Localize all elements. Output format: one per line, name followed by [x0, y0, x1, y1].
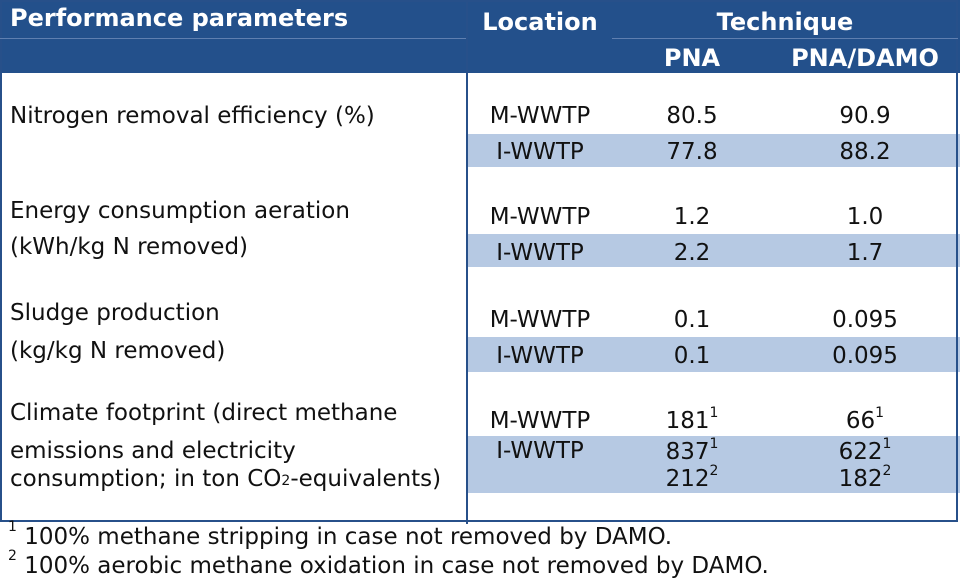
- value-pna: 0.1: [673, 307, 711, 333]
- table-header: [0, 0, 960, 73]
- location-i-wwtp: I-WWTP: [496, 438, 584, 464]
- row-band: [468, 436, 960, 493]
- value-pna-damo: 90.9: [839, 103, 891, 129]
- row-band: [468, 337, 960, 372]
- footnote-mark: 2: [709, 463, 719, 479]
- location-i-wwtp: I-WWTP: [496, 343, 584, 369]
- footnote-mark: 1: [875, 405, 885, 421]
- location-i-wwtp: I-WWTP: [496, 139, 584, 165]
- location-m-wwtp: M-WWTP: [489, 103, 591, 129]
- location-m-wwtp: M-WWTP: [489, 204, 591, 230]
- location-m-wwtp: M-WWTP: [489, 408, 591, 434]
- row-band: [468, 134, 960, 167]
- footnote-1: 1 100% methane stripping in case not rem…: [8, 519, 673, 550]
- header-performance: Performance parameters: [10, 4, 349, 32]
- value-pna-damo: 0.095: [832, 343, 898, 369]
- column-divider: [466, 0, 468, 524]
- param-energy-consumption: Energy consumption aeration: [10, 198, 350, 224]
- param-climate-line3: consumption; in ton CO2-equivalents): [10, 466, 442, 492]
- subscript: 2: [281, 473, 291, 489]
- table-frame: [0, 0, 958, 522]
- param-sludge-production: Sludge production: [10, 300, 220, 326]
- value-pna: 8371: [665, 436, 719, 465]
- value-pna: 1.2: [673, 204, 711, 230]
- footnote-mark: 1: [709, 405, 719, 421]
- param-energy-unit: (kWh/kg N removed): [10, 234, 249, 260]
- value-pna-damo: 6221: [838, 436, 892, 465]
- value-pna-damo: 661: [845, 405, 885, 434]
- param-climate-footprint: Climate footprint (direct methane: [10, 400, 398, 426]
- location-i-wwtp: I-WWTP: [496, 240, 584, 266]
- param-sludge-unit: (kg/kg N removed): [10, 338, 226, 364]
- header-pna: PNA: [663, 44, 721, 72]
- param-climate-line2: emissions and electricity: [10, 438, 296, 464]
- footnote-2: 2 100% aerobic methane oxidation in case…: [8, 548, 769, 579]
- param-nitrogen-removal: Nitrogen removal efficiency (%): [10, 103, 375, 129]
- value-pna-damo: 1.7: [846, 240, 884, 266]
- header-separator: [612, 38, 958, 39]
- value-pna: 0.1: [673, 343, 711, 369]
- value-pna-damo: 88.2: [839, 139, 891, 165]
- footnote-mark: 1: [882, 436, 892, 452]
- header-pna-damo: PNA/DAMO: [791, 44, 939, 72]
- location-m-wwtp: M-WWTP: [489, 307, 591, 333]
- value-pna-damo: 1.0: [846, 204, 884, 230]
- row-band: [468, 234, 960, 267]
- value-pna: 77.8: [666, 139, 718, 165]
- footnote-mark: 1: [709, 436, 719, 452]
- header-separator: [0, 38, 466, 39]
- value-pna-damo: 0.095: [832, 307, 898, 333]
- value-pna-damo: 1822: [838, 463, 892, 492]
- value-pna: 2.2: [673, 240, 711, 266]
- value-pna: 1811: [665, 405, 719, 434]
- header-technique: Technique: [716, 8, 854, 36]
- footnote-mark: 2: [882, 463, 892, 479]
- value-pna: 80.5: [666, 103, 718, 129]
- header-location: Location: [482, 8, 598, 36]
- value-pna: 2122: [665, 463, 719, 492]
